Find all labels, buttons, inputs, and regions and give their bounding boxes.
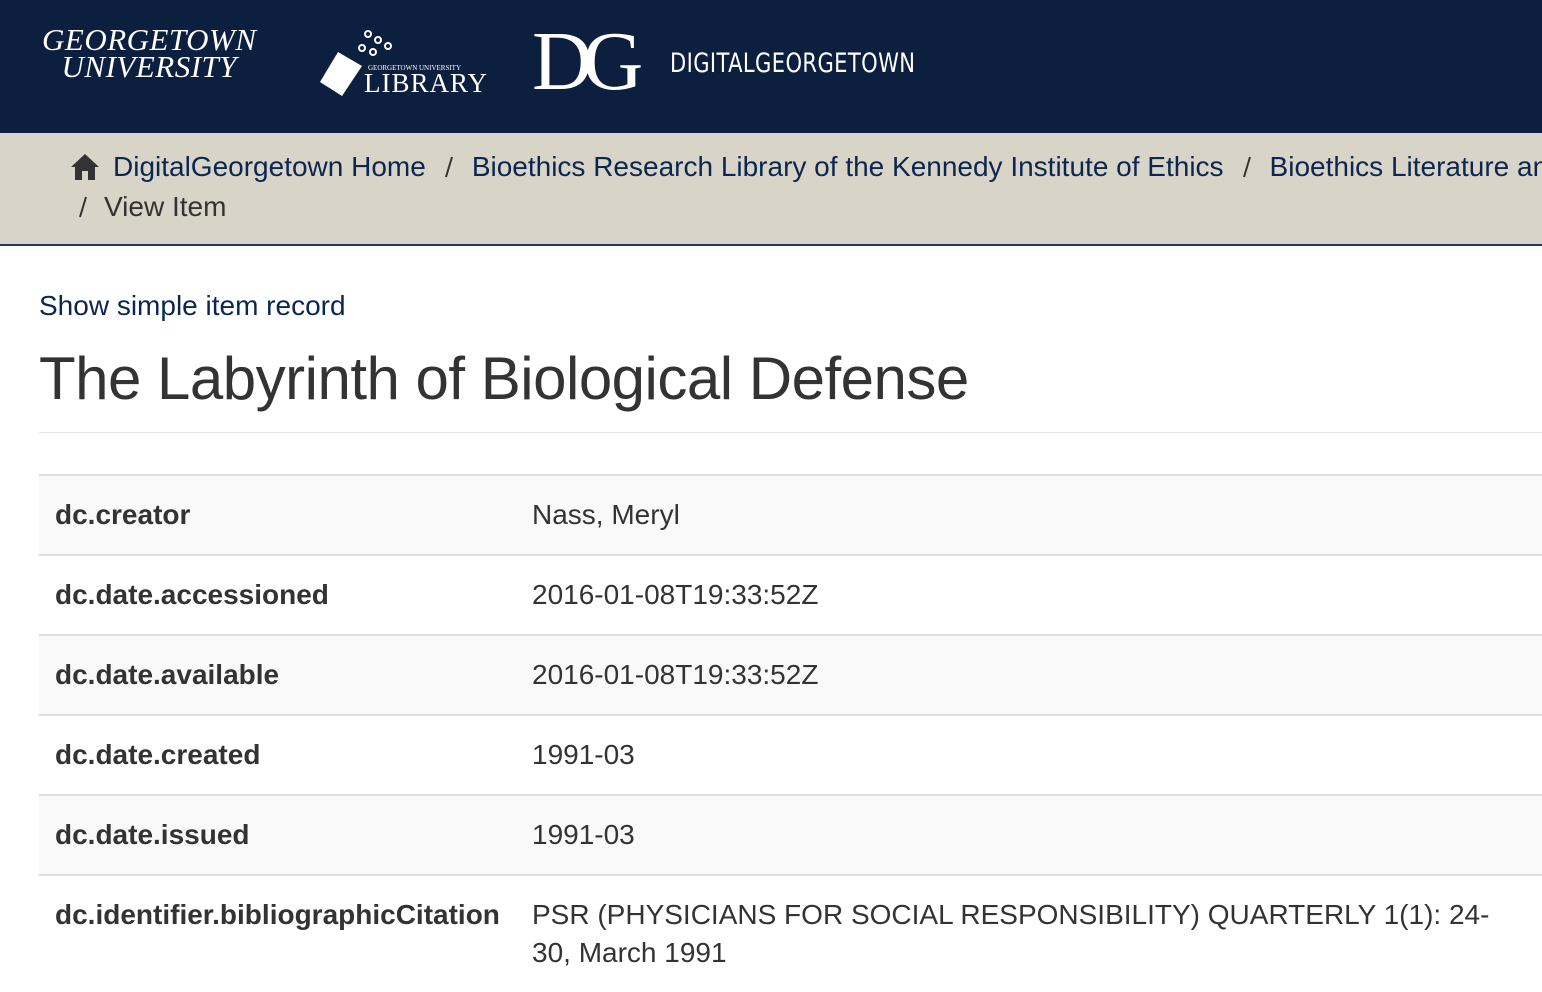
separator [79, 196, 87, 218]
breadcrumb-row: DigitalGeorgetown Home Bioethics Researc… [70, 151, 1542, 183]
field-name: dc.date.accessioned [39, 554, 516, 635]
library-icon [320, 30, 392, 96]
breadcrumb-current: View Item [104, 191, 227, 222]
table-row: dc.creator Nass, Meryl [39, 474, 1542, 555]
dg-logo[interactable]: DG [532, 15, 643, 108]
field-value: PSR (PHYSICIANS FOR SOCIAL RESPONSIBILIT… [516, 874, 1542, 992]
university-logo[interactable]: GEORGETOWN UNIVERSITY [42, 22, 257, 84]
library-logo-small: GEORGETOWN UNIVERSITY [368, 64, 461, 72]
field-value: Nass, Meryl [516, 474, 1542, 555]
logo-text: GEORGETOWN [42, 22, 257, 57]
field-value: 1991-03 [516, 714, 1542, 795]
field-name: dc.date.created [39, 714, 516, 795]
table-row: dc.date.accessioned 2016-01-08T19:33:52Z [39, 554, 1542, 635]
field-value: 2016-01-08T19:33:52Z [516, 634, 1542, 715]
home-icon [71, 154, 99, 180]
breadcrumb-link[interactable]: DigitalGeorgetown Home [113, 151, 426, 182]
divider [39, 432, 1542, 433]
breadcrumb-link[interactable]: Bioethics Literature an [1269, 151, 1542, 182]
metadata-table: dc.creator Nass, Meryl dc.date.accessioned… [39, 474, 1542, 992]
table-row: dc.identifier.bibliographicCitation PSR (… [39, 874, 1542, 992]
table-row: dc.date.available 2016-01-08T19:33:52Z [39, 634, 1542, 715]
field-name: dc.date.available [39, 634, 516, 715]
field-name: dc.date.issued [39, 794, 516, 875]
breadcrumb: DigitalGeorgetown Home Bioethics Researc… [0, 133, 1542, 246]
header: GEORGETOWN UNIVERSITY GEORGETOWN UNIVERS… [0, 0, 1542, 133]
field-value: 1991-03 [516, 794, 1542, 875]
show-simple-link[interactable]: Show simple item record [39, 290, 346, 321]
field-value: 2016-01-08T19:33:52Z [516, 554, 1542, 635]
separator [444, 156, 453, 178]
item-title: The Labyrinth of Biological Defense [39, 345, 969, 412]
site-name[interactable]: DIGITALGEORGETOWN [670, 48, 916, 79]
table-row: dc.date.issued 1991-03 [39, 794, 1542, 875]
logo-text: UNIVERSITY [61, 49, 238, 84]
library-logo[interactable]: LIBRARY [364, 68, 489, 98]
separator [1242, 156, 1251, 178]
field-name: dc.identifier.bibliographicCitation [39, 874, 516, 992]
table-row: dc.date.created 1991-03 [39, 714, 1542, 795]
breadcrumb-row: View Item [66, 191, 226, 223]
field-name: dc.creator [39, 474, 516, 555]
breadcrumb-link[interactable]: Bioethics Research Library of the Kenned… [471, 151, 1224, 182]
